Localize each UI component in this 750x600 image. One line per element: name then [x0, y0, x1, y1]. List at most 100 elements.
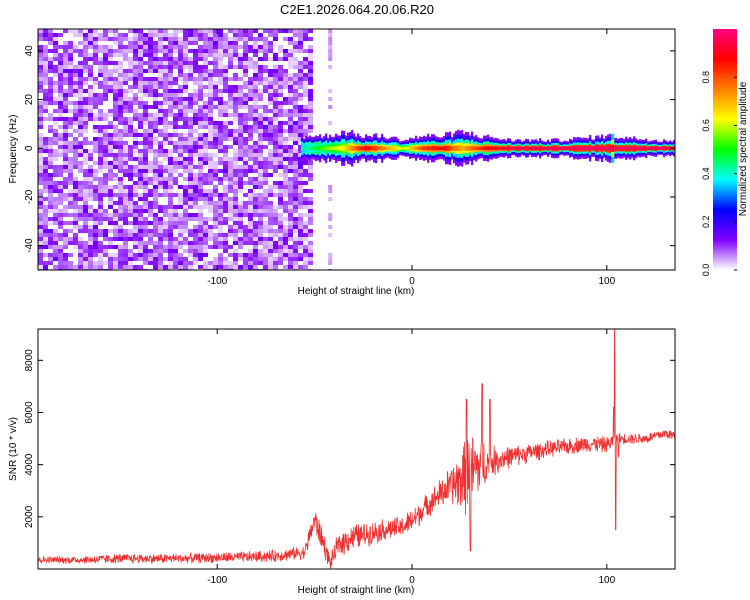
heatmap-cell	[53, 237, 58, 241]
heatmap-cell	[113, 237, 118, 241]
heatmap-cell	[253, 69, 258, 73]
heatmap-cell	[163, 205, 168, 209]
heatmap-cell	[43, 61, 48, 65]
heatmap-cell	[223, 257, 228, 261]
heatmap-cell	[308, 121, 313, 125]
heatmap-cell	[243, 105, 248, 109]
heatmap-cell	[228, 181, 233, 185]
heatmap-cell	[283, 173, 288, 177]
heatmap-cell	[288, 209, 293, 213]
heatmap-cell	[268, 33, 273, 37]
heatmap-cell	[288, 233, 293, 237]
heatmap-cell	[288, 37, 293, 41]
heatmap-cell	[133, 185, 138, 189]
heatmap-cell	[213, 33, 218, 37]
heatmap-cell	[248, 181, 253, 185]
heatmap-cell	[203, 181, 208, 185]
heatmap-cell	[298, 97, 303, 101]
heatmap-cell	[153, 149, 158, 153]
heatmap-cell	[308, 81, 313, 85]
heatmap-cell	[78, 165, 83, 169]
heatmap-cell	[248, 113, 253, 117]
heatmap-cell	[387, 146, 390, 150]
heatmap-cell	[133, 253, 138, 257]
heatmap-cell	[228, 101, 233, 105]
heatmap-cell	[198, 93, 203, 97]
heatmap-cell	[268, 109, 273, 113]
heatmap-cell	[238, 145, 243, 149]
heatmap-cell	[273, 73, 278, 77]
heatmap-cell	[78, 109, 83, 113]
heatmap-cell	[53, 41, 58, 45]
heatmap-signal-band	[301, 129, 675, 167]
heatmap-cell	[143, 197, 148, 201]
heatmap-cell	[203, 229, 208, 233]
heatmap-cell	[218, 89, 223, 93]
heatmap-cell	[73, 89, 78, 93]
heatmap-cell	[133, 145, 138, 149]
heatmap-cell	[98, 177, 103, 181]
heatmap-cell	[78, 225, 83, 229]
heatmap-cell	[118, 141, 123, 145]
heatmap-cell	[138, 53, 143, 57]
heatmap-cell	[213, 105, 218, 109]
heatmap-cell	[63, 161, 68, 165]
heatmap-cell	[208, 109, 213, 113]
heatmap-cell	[118, 97, 123, 101]
heatmap-cell	[233, 57, 238, 61]
heatmap-cell	[63, 97, 68, 101]
heatmap-cell	[93, 57, 98, 61]
heatmap-cell	[213, 69, 218, 73]
heatmap-cell	[93, 113, 98, 117]
heatmap-cell	[133, 229, 138, 233]
heatmap-cell	[193, 101, 198, 105]
heatmap-cell	[268, 57, 273, 61]
heatmap-cell	[198, 169, 203, 173]
heatmap-cell	[293, 89, 298, 93]
heatmap-cell	[58, 81, 63, 85]
heatmap-cell	[183, 213, 188, 217]
heatmap-cell	[238, 217, 243, 221]
heatmap-cell	[258, 113, 263, 117]
heatmap-cell	[223, 177, 228, 181]
heatmap-cell	[218, 261, 223, 265]
heatmap-cell	[83, 229, 88, 233]
heatmap-cell	[369, 146, 372, 151]
heatmap-cell	[113, 161, 118, 165]
heatmap-cell	[63, 221, 68, 225]
heatmap-cell	[113, 77, 118, 81]
heatmap-cell	[233, 205, 238, 209]
heatmap-cell	[233, 229, 238, 233]
heatmap-cell	[58, 181, 63, 185]
heatmap-cell	[163, 165, 168, 169]
heatmap-cell	[203, 193, 208, 197]
heatmap-cell	[263, 77, 268, 81]
heatmap-cell	[243, 257, 248, 261]
heatmap-cell	[38, 165, 43, 169]
heatmap-cell	[203, 125, 208, 129]
heatmap-cell	[649, 147, 652, 150]
heatmap-cell	[228, 157, 233, 161]
heatmap-cell	[288, 85, 293, 89]
heatmap-cell	[118, 89, 123, 93]
heatmap-cell	[529, 147, 532, 150]
heatmap-cell	[43, 217, 48, 221]
heatmap-cell	[238, 201, 243, 205]
heatmap-cell	[273, 233, 278, 237]
heatmap-cell	[218, 181, 223, 185]
heatmap-cell	[293, 265, 298, 269]
snr-y-tick-label: 2000	[24, 505, 35, 528]
heatmap-cell	[148, 61, 153, 65]
heatmap-cell	[53, 45, 58, 49]
heatmap-cell	[233, 181, 238, 185]
heatmap-cell	[88, 257, 93, 261]
heatmap-cell	[303, 233, 308, 237]
heatmap-cell	[367, 146, 370, 151]
heatmap-cell	[78, 205, 83, 209]
heatmap-cell	[88, 181, 93, 185]
heatmap-cell	[258, 121, 263, 125]
heatmap-cell	[523, 147, 526, 150]
heatmap-cell	[273, 193, 278, 197]
heatmap-cell	[123, 197, 128, 201]
heatmap-cell	[118, 81, 123, 85]
